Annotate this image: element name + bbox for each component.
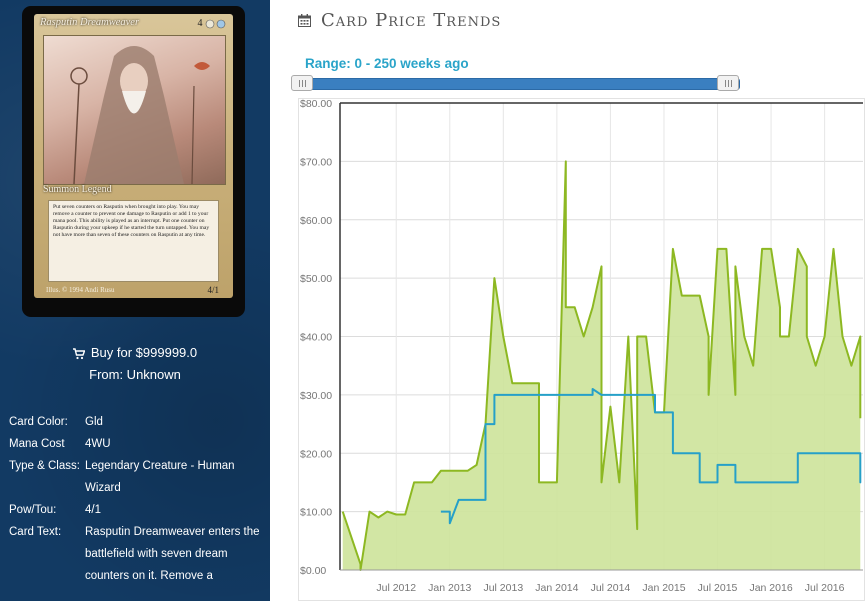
info-row: Pow/Tou: 4/1 bbox=[9, 499, 264, 521]
x-tick-label: Jul 2014 bbox=[591, 582, 631, 594]
shopping-cart-icon bbox=[72, 348, 85, 360]
card-artwork bbox=[43, 35, 226, 185]
price-chart: $0.00 $10.00 $20.00 $30.00 $40.00 $50.00 $60.0… bbox=[298, 98, 865, 601]
mana-symbols-icon bbox=[205, 19, 226, 29]
info-row: Card Text: Rasputin Dreamweaver enters th… bbox=[9, 521, 264, 587]
series-line-green bbox=[341, 160, 862, 571]
page-title: Card Price Trends bbox=[321, 9, 502, 31]
card-info-list: Card Color: Gld Mana Cost 4WU Type & Class: L… bbox=[9, 411, 264, 587]
info-key: Card Color: bbox=[9, 416, 68, 428]
wizard-art-icon bbox=[70, 46, 210, 185]
x-tick-label: Jul 2012 bbox=[376, 582, 416, 594]
buy-label[interactable]: Buy for $999999.0 bbox=[90, 344, 198, 360]
info-value: Gld bbox=[85, 416, 103, 428]
card-cost-text: 4 bbox=[197, 18, 203, 29]
info-key: Type & Class: bbox=[9, 460, 80, 472]
card-rules-text: Put seven counters on Rasputin when brou… bbox=[48, 200, 219, 282]
price-chart-svg: $0.00 $10.00 $20.00 $30.00 $40.00 $50.00 $60.0… bbox=[298, 98, 865, 601]
price-trends-header: Card Price Trends bbox=[298, 8, 501, 32]
card-sidebar: Rasputin Dreamweaver 4 bbox=[0, 0, 270, 601]
series-line-blue bbox=[440, 388, 862, 525]
info-row: Type & Class: Legendary Creature - Human … bbox=[9, 455, 264, 499]
seller-from: From: Unknown bbox=[89, 367, 181, 382]
range-slider[interactable] bbox=[291, 75, 740, 91]
info-value: Rasputin Dreamweaver enters the battlefi… bbox=[85, 526, 260, 582]
y-tick-label: $60.00 bbox=[300, 215, 332, 227]
info-key: Card Text: bbox=[9, 526, 62, 538]
buy-link[interactable]: Buy for $999999.0 bbox=[0, 341, 270, 363]
card-illustrator: Illus. © 1994 Andi Rusu bbox=[46, 286, 115, 294]
card-frame: Rasputin Dreamweaver 4 bbox=[34, 14, 233, 298]
calendar-icon bbox=[298, 13, 311, 27]
y-tick-label: $0.00 bbox=[300, 565, 326, 577]
x-tick-label: Jan 2014 bbox=[535, 582, 578, 594]
info-row: Card Color: Gld bbox=[9, 411, 264, 433]
info-row: Mana Cost 4WU bbox=[9, 433, 264, 455]
x-tick-label: Jul 2016 bbox=[805, 582, 845, 594]
info-value: 4/1 bbox=[85, 504, 101, 516]
y-tick-label: $20.00 bbox=[300, 448, 332, 460]
range-label: Range: 0 - 250 weeks ago bbox=[305, 56, 469, 71]
info-key: Pow/Tou: bbox=[9, 504, 57, 516]
y-tick-label: $50.00 bbox=[300, 273, 332, 285]
x-tick-label: Jul 2013 bbox=[483, 582, 523, 594]
card-mana-cost: 4 bbox=[198, 18, 228, 29]
x-tick-label: Jan 2013 bbox=[428, 582, 471, 594]
card-power-toughness: 4/1 bbox=[207, 285, 219, 295]
y-tick-label: $30.00 bbox=[300, 390, 332, 402]
x-tick-label: Jan 2015 bbox=[642, 582, 685, 594]
x-tick-label: Jul 2015 bbox=[698, 582, 738, 594]
card-image[interactable]: Rasputin Dreamweaver 4 bbox=[22, 6, 245, 317]
range-slider-handle-right[interactable] bbox=[717, 75, 739, 91]
y-tick-label: $40.00 bbox=[300, 332, 332, 344]
y-tick-label: $10.00 bbox=[300, 507, 332, 519]
info-value: 4WU bbox=[85, 438, 111, 450]
x-tick-label: Jan 2016 bbox=[749, 582, 792, 594]
info-value: Legendary Creature - Human Wizard bbox=[85, 460, 235, 494]
info-key: Mana Cost bbox=[9, 438, 65, 450]
buy-section: Buy for $999999.0 From: Unknown bbox=[0, 341, 270, 389]
card-name: Rasputin Dreamweaver bbox=[40, 17, 140, 28]
y-tick-label: $80.00 bbox=[300, 98, 332, 110]
y-tick-label: $70.00 bbox=[300, 156, 332, 168]
card-type-line: Summon Legend bbox=[43, 184, 112, 195]
range-slider-handle-left[interactable] bbox=[291, 75, 313, 91]
